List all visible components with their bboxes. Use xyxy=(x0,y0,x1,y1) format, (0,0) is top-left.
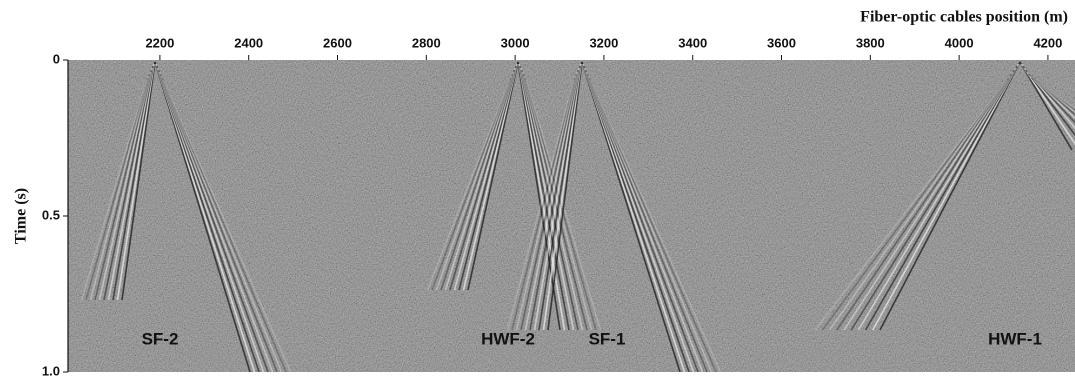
wavefront xyxy=(585,71,704,372)
wavefront xyxy=(449,69,516,291)
wavefront xyxy=(107,67,154,301)
wavefront xyxy=(435,75,513,291)
y-tick-label: 0 xyxy=(53,51,60,66)
wavefront xyxy=(160,75,283,372)
wavefront xyxy=(85,77,149,301)
annotation: HWF-2 xyxy=(481,329,535,348)
wavefront xyxy=(467,61,519,291)
x-tick-label: 3000 xyxy=(501,35,530,50)
wavefront xyxy=(587,75,713,372)
wavefront xyxy=(521,71,584,331)
x-tick-label: 2800 xyxy=(412,35,441,50)
y-tick-label: 0.5 xyxy=(42,207,60,222)
x-tick-label: 3800 xyxy=(856,35,885,50)
x-tick-label: 4000 xyxy=(945,35,974,50)
wavefront xyxy=(524,71,579,331)
wavefront xyxy=(864,65,1018,331)
wavefront xyxy=(112,65,154,301)
wavefront xyxy=(857,67,1017,331)
wavefront xyxy=(155,63,256,372)
wavefront xyxy=(583,65,690,372)
wavefront xyxy=(98,71,152,301)
wavefront xyxy=(586,73,708,372)
wavefront xyxy=(156,67,265,372)
x-tick-label: 3200 xyxy=(589,35,618,50)
wavefront xyxy=(103,69,153,301)
annotation: HWF-1 xyxy=(988,329,1042,348)
y-axis-title: Time (s) xyxy=(13,188,30,244)
wavefront xyxy=(850,69,1015,331)
plot-area xyxy=(68,60,1075,372)
wavefront xyxy=(529,69,580,331)
wavefront xyxy=(581,61,681,372)
wavefront xyxy=(431,77,512,291)
wavefront xyxy=(162,79,292,372)
wavefront xyxy=(589,79,722,372)
wavefront xyxy=(520,69,579,331)
y-tick-label: 1.0 xyxy=(42,363,60,378)
wavefront xyxy=(121,61,156,301)
wavefront xyxy=(94,73,151,301)
wavefronts xyxy=(80,61,1075,372)
wavefront xyxy=(89,75,150,301)
wavefront xyxy=(440,73,514,291)
wavefront xyxy=(583,67,695,372)
wavefront xyxy=(821,77,1010,331)
wavefront xyxy=(80,79,148,301)
wavefront xyxy=(1019,61,1073,151)
wavefront xyxy=(547,61,583,331)
wavefront xyxy=(1031,77,1075,111)
x-tick-label: 2400 xyxy=(234,35,263,50)
wavefront xyxy=(582,63,686,372)
wavefront xyxy=(533,67,581,331)
wavefront xyxy=(872,63,1020,331)
wavefront xyxy=(444,71,515,291)
wavefront xyxy=(462,63,518,291)
wavefront xyxy=(836,73,1013,331)
x-axis-title: Fiber-optic cables position (m) xyxy=(860,9,1068,26)
wavefront xyxy=(814,79,1008,331)
wavefront xyxy=(116,63,155,301)
wavefront xyxy=(453,67,517,291)
wavefront xyxy=(426,79,511,291)
axes: 2200 2400 2600 2800 3000 3200 3400 3600 3800 4000… xyxy=(42,35,1062,378)
wavefront xyxy=(843,71,1014,331)
x-tick-label: 2600 xyxy=(323,35,352,50)
wavefront xyxy=(1026,71,1075,120)
wavefront xyxy=(1029,75,1075,114)
wavefront xyxy=(511,77,576,331)
annotation: SF-2 xyxy=(142,329,179,348)
x-tick-label: 3400 xyxy=(678,35,707,50)
wavefront xyxy=(1025,69,1075,124)
wavefront xyxy=(159,73,278,372)
annotation: SF-1 xyxy=(589,329,626,348)
wavefront xyxy=(156,65,260,372)
wavefront xyxy=(458,65,517,291)
wavefront xyxy=(519,65,570,331)
wavefront xyxy=(515,75,577,331)
wavefront xyxy=(158,71,274,372)
x-tick-label: 3600 xyxy=(767,35,796,50)
wavefront xyxy=(879,61,1021,331)
wavefront xyxy=(522,73,588,331)
wavefront xyxy=(506,79,575,331)
wavefront xyxy=(1032,79,1075,110)
wavefront xyxy=(161,77,287,372)
wavefront xyxy=(518,63,566,331)
x-tick-label: 2200 xyxy=(145,35,174,50)
x-tick-label: 4200 xyxy=(1033,35,1062,50)
wavefront xyxy=(538,65,581,331)
wavefront xyxy=(1028,73,1075,116)
wavefront xyxy=(519,67,575,331)
wavefront xyxy=(584,69,699,372)
wavefront xyxy=(1020,63,1075,146)
wavefront xyxy=(157,69,269,372)
wavefront xyxy=(523,75,593,331)
wavefront xyxy=(542,63,582,331)
wavefront xyxy=(154,61,251,372)
wavefront xyxy=(588,77,717,372)
wavefront xyxy=(520,73,578,331)
wavefront xyxy=(828,75,1011,331)
